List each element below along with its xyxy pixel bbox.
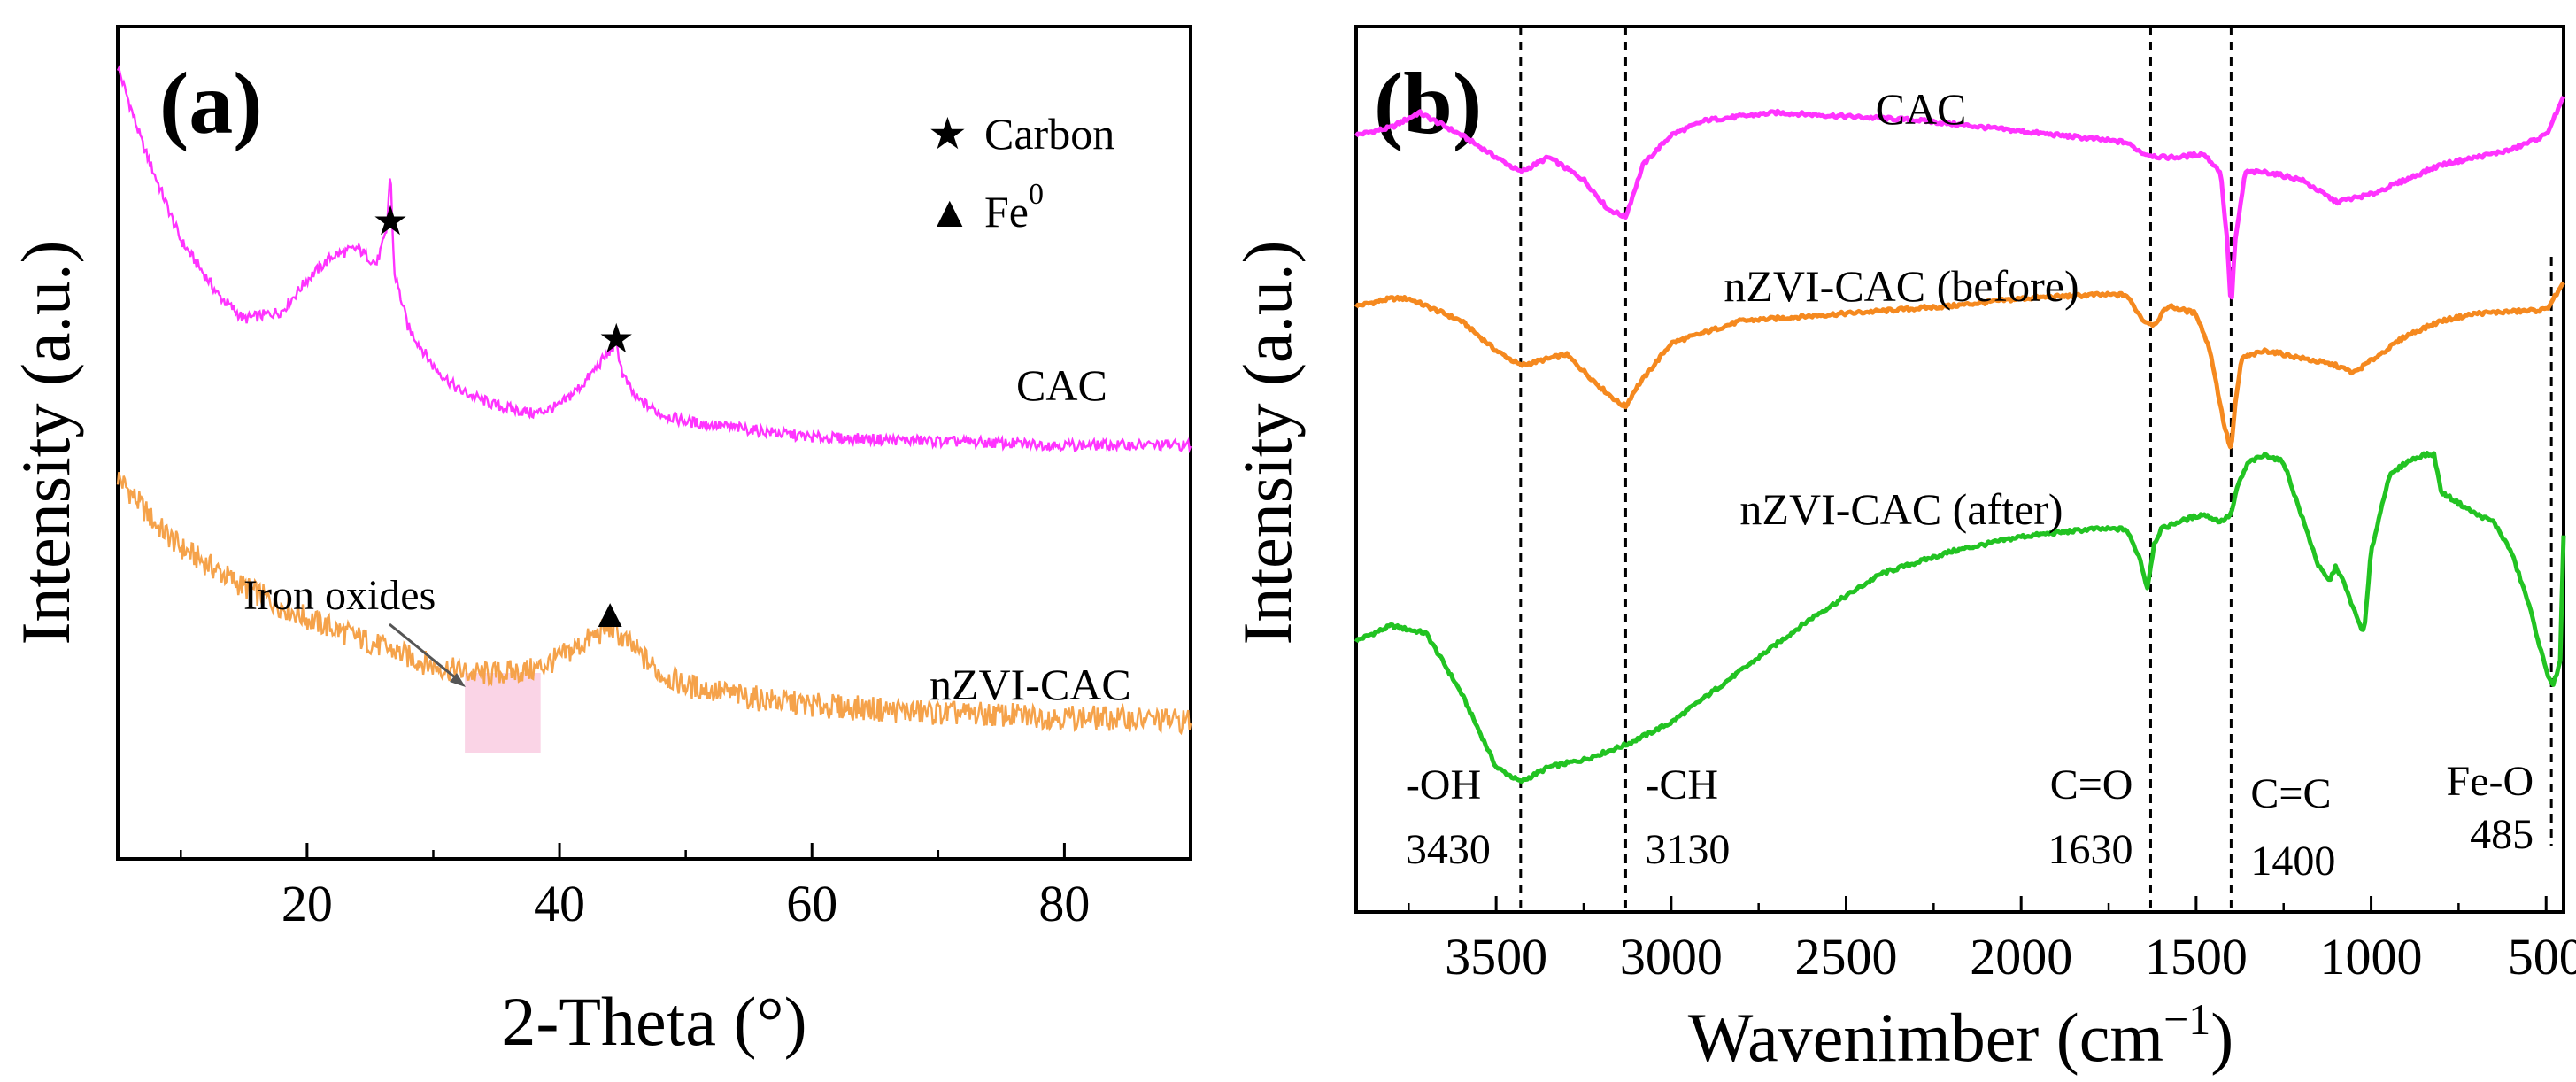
panel-b-ftir: (b) 3500 3000 2500 2000 1500 1000 500 -OH3430-… [1229,25,2576,1076]
ref-label-bottom-3430: 3430 [1406,826,1491,873]
panel-a-x-axis-title: 2-Theta (°) [501,983,806,1060]
panel-a-xtick-label-40: 40 [534,875,585,932]
legend-fe0-marker: ▲ [928,187,972,236]
ref-label-top-3130: -CH [1645,761,1718,808]
panel-a-x-ticks: 20 40 60 80 [180,843,1192,932]
ref-label-top-1400: C=C [2250,770,2331,817]
carbon-peak-star-26: ★ [372,198,408,243]
ref-label-bottom-1630: 1630 [2048,826,2133,873]
iron-oxides-arrowhead [450,673,466,687]
panel-b-xtick-label-2500: 2500 [1795,928,1898,985]
svg-text:Fe0: Fe0 [984,178,1044,236]
panel-b-reference-lines [1519,27,2553,912]
panel-b-x-axis-superscript: −1 [2163,994,2210,1044]
ref-label-top-3430: -OH [1406,761,1481,808]
panel-a-series [116,65,1192,736]
panel-b-series [1354,95,2566,784]
panel-a-xtick-label-80: 80 [1038,875,1090,932]
fe0-peak-triangle-44: ▲ [590,591,630,636]
ref-label-top-1630: C=O [2050,761,2133,808]
svg-text:Wavenimber (cm−1): Wavenimber (cm−1) [1688,994,2234,1076]
legend-carbon-marker: ★ [928,109,968,158]
panel-a-y-axis-title: Intensity (a.u.) [7,240,84,645]
iron-oxides-arrow-line [389,622,461,684]
panel-a-xrd: (a) 20 40 60 80 ★ Carbon ▲ Fe0 ★ ★ ▲ Iron o… [7,25,1192,1060]
carbon-peak-star-44: ★ [598,316,635,361]
ftir-series-nzvi-cac-after [1354,451,2566,784]
panel-b-xtick-label-1500: 1500 [2145,928,2248,985]
legend-carbon-label: Carbon [984,109,1114,158]
panel-b-xtick-label-500: 500 [2508,928,2576,985]
panel-b-x-axis-suffix: ) [2210,999,2233,1076]
xrd-series-cac [116,65,1192,454]
iron-oxides-label: Iron oxides [243,572,436,619]
ref-label-bottom-1400: 1400 [2250,838,2335,885]
panel-b-xtick-label-3500: 3500 [1445,928,1547,985]
series-label-nzvi-cac-before: nZVI-CAC (before) [1724,261,2079,311]
panel-a-plot-frame [116,25,1192,861]
panel-b-xtick-label-1000: 1000 [2320,928,2423,985]
panel-a-xtick-label-20: 20 [282,875,333,932]
panel-a-label: (a) [159,54,263,152]
ftir-series-cac [1354,95,2566,300]
panel-a-xtick-label-60: 60 [786,875,837,932]
panel-b-y-axis-title: Intensity (a.u.) [1229,240,1306,645]
panel-b-xtick-label-2000: 2000 [1970,928,2072,985]
legend-fe0-label: Fe [984,187,1029,236]
panel-b-x-axis-title: Wavenimber (cm [1688,999,2163,1076]
ftir-series-nzvi-cac-before [1354,281,2566,450]
legend-fe0-superscript: 0 [1029,178,1044,211]
panel-b-plot-frame [1354,25,2565,914]
series-label-cac-ftir: CAC [1876,84,1967,134]
xrd-series-nzvi-cac [116,471,1192,736]
series-label-cac-xrd: CAC [1016,360,1107,410]
series-label-nzvi-cac-after: nZVI-CAC (after) [1739,484,2063,534]
ref-label-bottom-3130: 3130 [1645,826,1730,873]
iron-oxides-highlight-box [465,673,541,753]
panel-b-x-ticks: 3500 3000 2500 2000 1500 1000 500 [1408,896,2576,985]
panel-b-peak-labels: -OH 3430 -CH 3130 C=O 1630 C=C 1400 Fe-O 485 [1406,758,2534,885]
panel-a-legend: ★ Carbon ▲ Fe0 [928,109,1114,236]
ref-label-bottom-485: 485 [2470,811,2534,858]
panel-b-xtick-label-3000: 3000 [1620,928,1723,985]
series-label-nzvi-cac-xrd: nZVI-CAC [929,660,1131,709]
ref-label-top-485: Fe-O [2447,758,2534,805]
iron-oxides-highlight [465,673,541,753]
